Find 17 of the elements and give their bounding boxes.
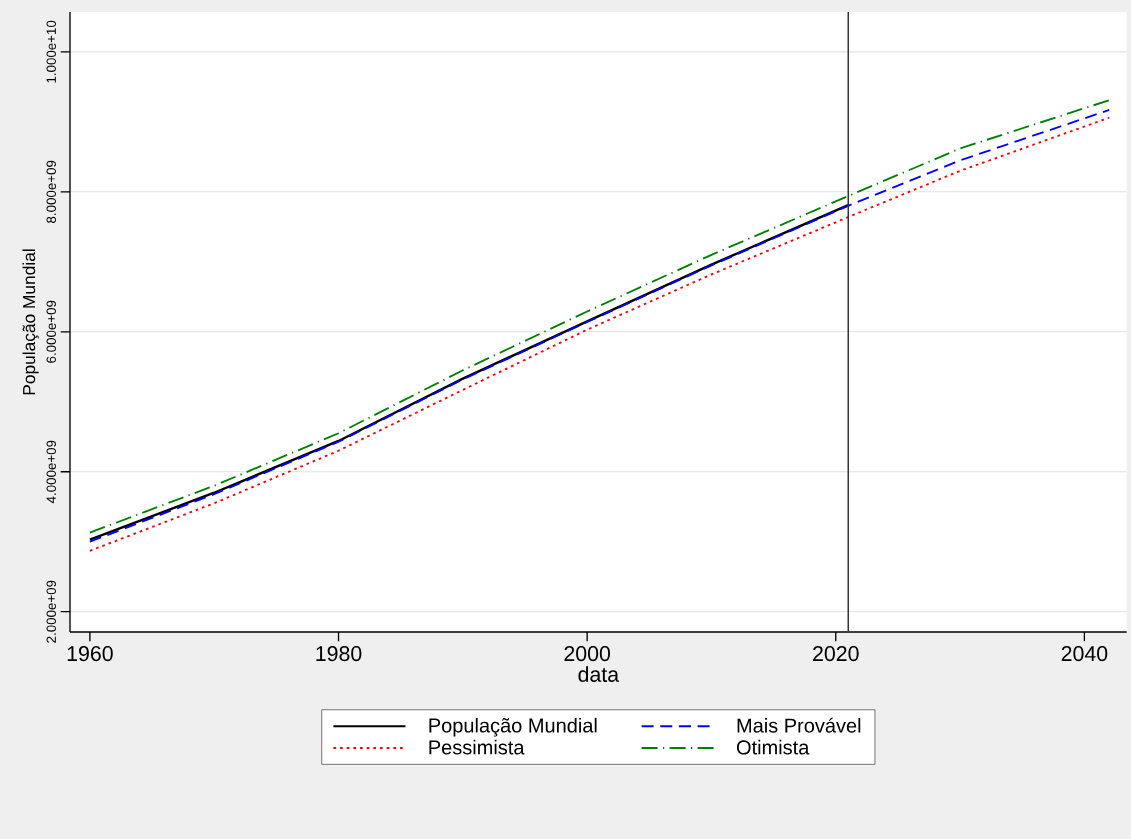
- legend-label: Pessimista: [429, 739, 525, 755]
- legend-label: População Mundial: [429, 717, 597, 737]
- y-tick-label: 1.000e+10: [46, 20, 56, 83]
- x-tick-label: 1960: [67, 646, 113, 662]
- line-series: [88, 203, 850, 541]
- y-tick-label: 2.000e+09: [46, 580, 56, 643]
- legend-label: Otimista: [736, 739, 810, 755]
- legend-label: Mais Provável: [737, 717, 861, 733]
- y-tick-label: 8.000e+09: [46, 160, 56, 223]
- x-tick-label: 2040: [1061, 646, 1108, 662]
- x-tick-label: 1980: [316, 646, 362, 662]
- x-axis-title: data: [578, 666, 620, 682]
- y-tick-label: 6.000e+09: [46, 300, 56, 363]
- x-tick-label: 2000: [564, 646, 611, 662]
- x-tick-label: 2020: [813, 646, 859, 662]
- y-tick-label: 4.000e+09: [46, 440, 56, 504]
- y-axis-title: População Mundial: [22, 249, 39, 395]
